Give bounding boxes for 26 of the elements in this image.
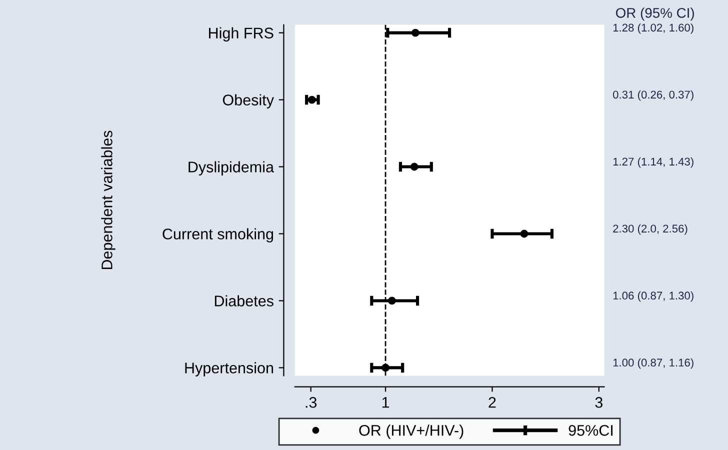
point xyxy=(410,162,418,171)
point xyxy=(382,364,390,372)
x-tick-label: 2 xyxy=(488,396,496,408)
y-tick-label: Obesity xyxy=(222,94,274,108)
point xyxy=(308,96,316,104)
x-tick-label: 1 xyxy=(382,397,390,408)
legend-label: OR (HIV+/HIV-) xyxy=(359,424,464,439)
y-tick-label: High FRS xyxy=(209,27,274,42)
y-tick-label: Current smoking xyxy=(162,228,274,242)
text: 2.30 (2.0, 2.56) xyxy=(613,224,688,235)
point xyxy=(411,28,420,37)
text: 1.00 (0.87, 1.16) xyxy=(613,358,694,369)
text: 1.27 (1.14, 1.43) xyxy=(613,157,694,168)
text: 1.28 (1.02, 1.60) xyxy=(613,23,694,34)
point xyxy=(520,230,528,238)
text: 0.31 (0.26, 0.37) xyxy=(613,90,694,101)
y-tick-label: Hypertension xyxy=(185,362,274,376)
x-tick-label: .3 xyxy=(306,396,317,408)
text: OR (95% CI) xyxy=(616,8,694,21)
y-tick-label: Diabetes xyxy=(214,295,274,306)
point xyxy=(388,296,396,305)
y-axis-title: Dependent variables xyxy=(101,130,116,270)
text: 95%CI xyxy=(568,425,613,436)
x-tick-label: 3 xyxy=(595,396,602,408)
text: 1.06 (0.87, 1.30) xyxy=(613,291,694,302)
y-tick-label: Dyslipidemia xyxy=(188,161,274,176)
